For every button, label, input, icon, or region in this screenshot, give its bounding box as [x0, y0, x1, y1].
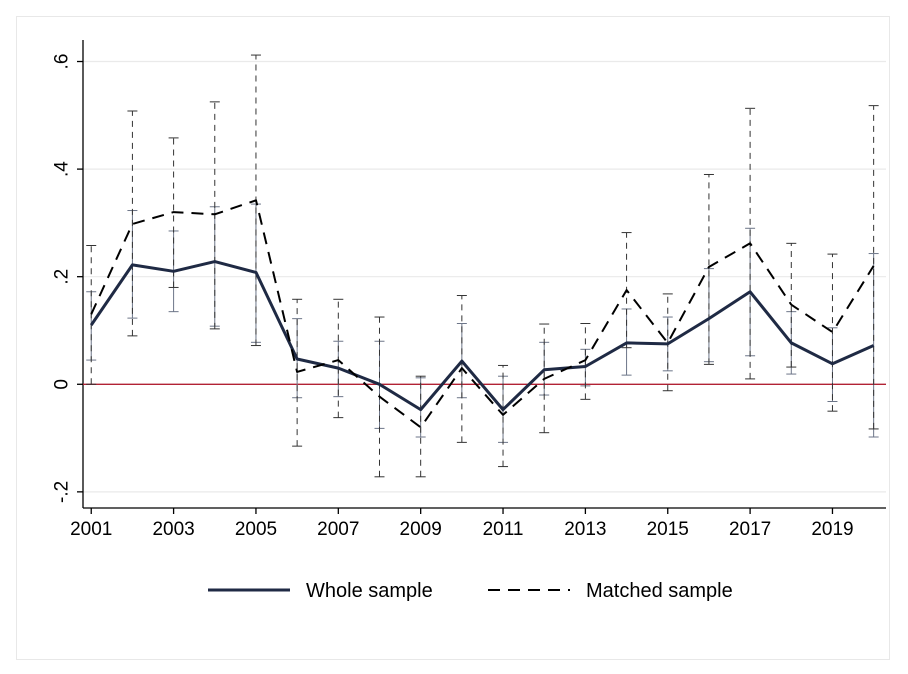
series-line-whole-sample [89, 260, 875, 412]
axes: -.2 0 .2 .4 .6 2001 2003 2005 2007 2009 2011 2013 20… [52, 40, 886, 540]
y-tick-label-4: .6 [52, 54, 73, 70]
y-tick-label-3: .4 [52, 161, 73, 177]
legend-label-whole-sample: Whole sample [306, 580, 433, 602]
legend: Whole sample Matched sample [208, 580, 733, 602]
gridlines [83, 60, 886, 493]
legend-label-matched-sample: Matched sample [586, 580, 733, 602]
y-tick-label-1: 0 [52, 379, 73, 390]
x-tick-label-4: 2009 [400, 519, 442, 540]
series-line-matched-sample [90, 199, 875, 429]
x-tick-label-0: 2001 [70, 519, 112, 540]
x-tick-label-3: 2007 [317, 519, 359, 540]
y-tick-label-0: -.2 [52, 481, 73, 503]
series-lines [89, 199, 875, 429]
y-tick-label-2: .2 [52, 269, 73, 285]
x-tick-label-6: 2013 [564, 519, 606, 540]
chart-frame [16, 16, 890, 660]
x-tick-label-8: 2017 [729, 519, 771, 540]
confidence-intervals [86, 54, 879, 478]
x-tick-label-9: 2019 [811, 519, 853, 540]
x-tick-label-7: 2015 [647, 519, 689, 540]
x-tick-label-1: 2003 [152, 519, 194, 540]
x-tick-label-2: 2005 [235, 519, 277, 540]
x-tick-label-5: 2011 [483, 519, 524, 540]
